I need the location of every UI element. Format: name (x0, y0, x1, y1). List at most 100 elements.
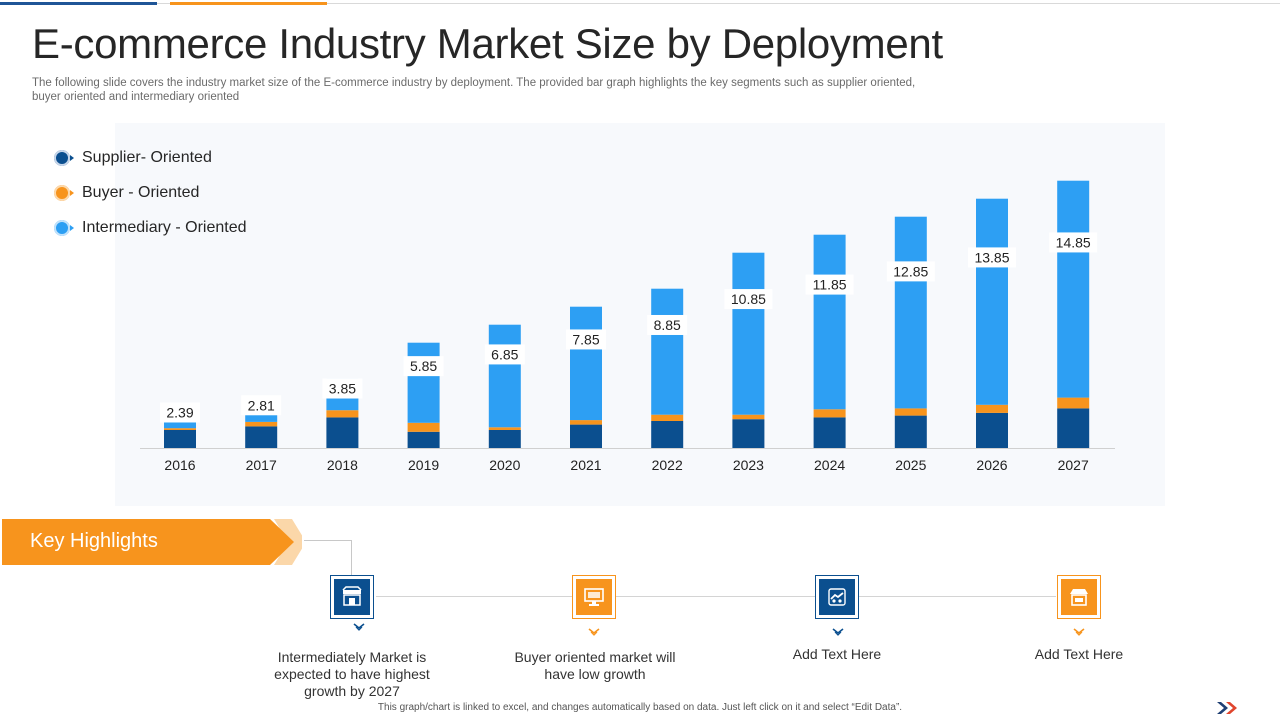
bar-segment-buyer[interactable] (245, 421, 278, 427)
data-label: 11.85 (813, 277, 847, 293)
data-label-background (160, 402, 200, 423)
bar-segment-supplier[interactable] (732, 419, 765, 448)
bar-segment-supplier[interactable] (570, 424, 602, 448)
legend-item-buyer[interactable]: Buyer - Oriented (52, 175, 247, 210)
bar-segment-intermediary[interactable] (813, 234, 846, 410)
x-tick-label: 2021 (570, 457, 601, 473)
data-label-background (241, 395, 282, 416)
chart-legend: Supplier- Oriented Buyer - Oriented Inte… (52, 140, 247, 245)
bar-segment-buyer[interactable] (976, 404, 1008, 413)
bar-segment-intermediary[interactable] (976, 198, 1008, 405)
x-tick-label: 2027 (1058, 457, 1089, 473)
top-rule (0, 3, 1280, 4)
bar-segment-buyer[interactable] (326, 410, 359, 418)
x-tick-label: 2024 (814, 457, 845, 473)
bar-segment-intermediary[interactable] (894, 216, 927, 409)
bar-segment-buyer[interactable] (732, 414, 765, 420)
legend-label: Buyer - Oriented (82, 183, 200, 201)
x-tick-label: 2026 (976, 457, 1007, 473)
key-highlights-banner (2, 519, 302, 565)
data-label-background (968, 247, 1016, 268)
legend-item-intermediary[interactable]: Intermediary - Oriented (52, 210, 247, 245)
bar-segment-buyer[interactable] (894, 408, 927, 416)
bar-segment-buyer[interactable] (407, 422, 440, 432)
chevron-down-icon (1073, 628, 1085, 636)
highlight-1-icon-box (330, 575, 374, 619)
data-label-background (1049, 232, 1098, 253)
bar-segment-intermediary[interactable] (1057, 180, 1090, 398)
chevron-down-icon (832, 628, 844, 636)
bar-segment-buyer[interactable] (651, 414, 684, 421)
x-tick-label: 2022 (652, 457, 683, 473)
data-label: 10.85 (731, 291, 766, 307)
data-label: 5.85 (410, 358, 437, 374)
store-icon (334, 579, 370, 615)
highlight-2-icon-box (572, 575, 616, 619)
bar-segment-supplier[interactable] (245, 426, 278, 448)
accent-bar-blue (0, 2, 157, 5)
bar-segment-buyer[interactable] (813, 409, 846, 418)
next-slide-arrow-icon[interactable] (1216, 700, 1242, 716)
footer-note: This graph/chart is linked to excel, and… (377, 702, 903, 713)
data-label-background (322, 378, 363, 399)
bar-segment-intermediary[interactable] (407, 342, 440, 423)
x-tick-label: 2023 (733, 457, 764, 473)
chevron-down-icon (588, 628, 600, 636)
data-label: 12.85 (893, 263, 928, 279)
data-label: 6.85 (491, 346, 518, 362)
highlight-3-icon-box (815, 575, 859, 619)
accent-bar-orange (170, 2, 327, 5)
legend-marker-icon (52, 182, 74, 204)
key-highlights-label: Key Highlights (30, 530, 158, 552)
bar-segment-intermediary[interactable] (651, 288, 684, 415)
data-label-background (403, 356, 444, 377)
legend-label: Supplier- Oriented (82, 148, 212, 166)
data-label: 7.85 (572, 331, 599, 347)
data-label-background (805, 274, 854, 295)
data-label: 8.85 (654, 317, 681, 333)
x-tick-label: 2020 (489, 457, 520, 473)
bar-segment-buyer[interactable] (570, 420, 602, 425)
x-tick-label: 2019 (408, 457, 439, 473)
data-label: 3.85 (329, 381, 356, 397)
bar-segment-supplier[interactable] (813, 417, 846, 448)
bar-segment-supplier[interactable] (488, 430, 521, 448)
connector-line (351, 540, 352, 577)
bar-segment-supplier[interactable] (1057, 408, 1090, 448)
data-label-background (566, 329, 606, 350)
bar-segment-supplier[interactable] (326, 417, 359, 448)
x-tick-label: 2016 (164, 457, 195, 473)
bar-segment-supplier[interactable] (164, 430, 196, 448)
connector-line (304, 540, 352, 541)
highlight-3-text: Add Text Here (792, 646, 882, 662)
bar-segment-buyer[interactable] (1057, 397, 1090, 409)
highlight-4-text: Add Text Here (1034, 646, 1124, 662)
x-tick-label: 2018 (327, 457, 358, 473)
legend-item-supplier[interactable]: Supplier- Oriented (52, 140, 247, 175)
data-label-background (886, 261, 935, 282)
bar-segment-supplier[interactable] (651, 421, 684, 448)
bar-segment-supplier[interactable] (976, 412, 1008, 448)
data-label-background (647, 314, 688, 335)
legend-marker-icon (52, 147, 74, 169)
x-tick-label: 2025 (895, 457, 926, 473)
bar-segment-buyer[interactable] (488, 427, 521, 430)
highlight-2-text: Buyer oriented market will have low grow… (514, 649, 676, 682)
page-subtitle: The following slide covers the industry … (32, 77, 916, 103)
timeline-line (376, 596, 1056, 597)
bar-segment-intermediary[interactable] (732, 252, 765, 415)
bar-segment-supplier[interactable] (407, 431, 440, 448)
handshake-icon (819, 579, 855, 615)
bar-segment-supplier[interactable] (894, 415, 927, 448)
bar-segment-buyer[interactable] (164, 428, 196, 430)
monitor-icon (576, 579, 612, 615)
data-label-background (724, 289, 773, 310)
data-label-background (484, 344, 525, 365)
data-label: 14.85 (1056, 234, 1091, 250)
data-label: 2.39 (166, 404, 193, 420)
data-label: 2.81 (248, 397, 275, 413)
bar-segment-intermediary[interactable] (570, 306, 602, 421)
x-tick-label: 2017 (246, 457, 277, 473)
bar-segment-intermediary[interactable] (488, 324, 521, 428)
